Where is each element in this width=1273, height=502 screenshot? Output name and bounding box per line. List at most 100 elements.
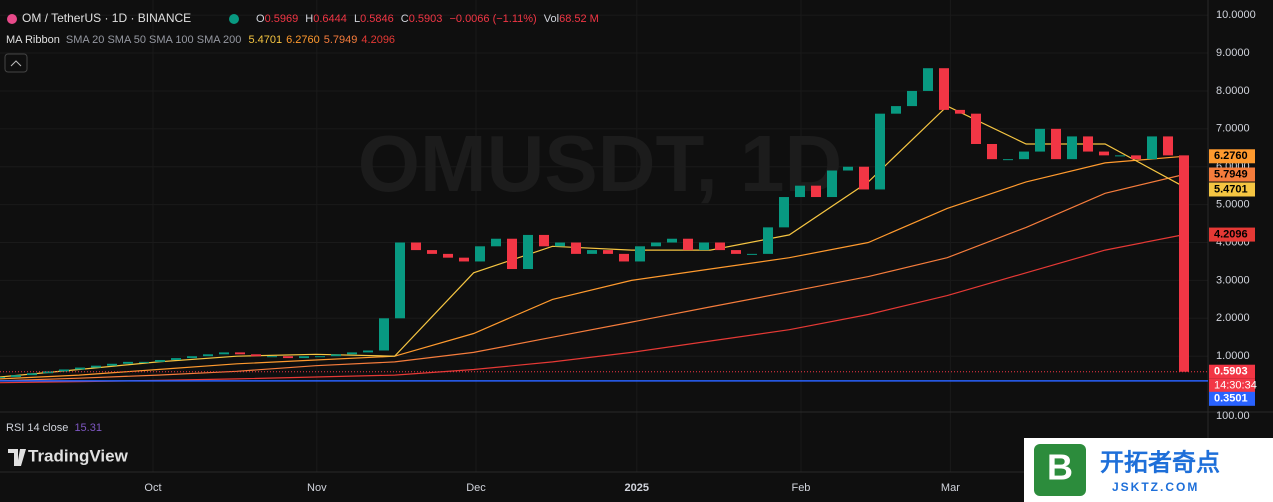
candle <box>43 371 53 374</box>
candle <box>267 356 277 358</box>
candle <box>75 367 85 370</box>
ma-line <box>0 234 1185 384</box>
vol-label: Vol <box>544 13 559 25</box>
h-label: H <box>305 13 313 25</box>
candle <box>571 242 581 254</box>
ma-legend-value: 6.2760 <box>286 34 320 46</box>
candle <box>667 238 677 243</box>
ma-line <box>0 155 1185 380</box>
candle <box>0 377 5 379</box>
ma-value-label-bg <box>1209 182 1255 197</box>
symbol-icon <box>7 14 17 24</box>
brand: TradingView <box>28 446 129 465</box>
candle <box>395 242 405 319</box>
candle <box>219 352 229 355</box>
ma-title[interactable]: MA Ribbon <box>6 34 60 46</box>
candle <box>875 113 885 190</box>
candle <box>507 238 517 270</box>
l-label: L <box>354 13 360 25</box>
y-tick-label: 5.0000 <box>1216 199 1250 211</box>
candle <box>363 350 373 353</box>
site-logo <box>1034 444 1086 496</box>
x-tick-label: 2025 <box>625 482 649 494</box>
candle <box>859 166 869 190</box>
candle <box>747 253 757 255</box>
ma-legend: MA Ribbon SMA 20 SMA 50 SMA 100 SMA 200 … <box>6 34 395 46</box>
candle <box>795 185 805 198</box>
change: −0.0066 (−1.11%) <box>449 13 536 25</box>
candle <box>763 227 773 254</box>
x-tick-label: Nov <box>307 482 327 494</box>
candle <box>1051 128 1061 160</box>
candle <box>619 253 629 262</box>
candle <box>443 253 453 258</box>
countdown: 14:30:34 <box>1214 380 1257 392</box>
countdown-bg <box>1209 378 1255 393</box>
candle <box>1163 136 1173 156</box>
candle <box>251 354 261 357</box>
ma-value-label: 5.4701 <box>1214 183 1248 195</box>
candle <box>1115 155 1125 157</box>
watermark: OMUSDT, 1D <box>358 119 843 208</box>
h-value: 0.6444 <box>313 13 347 25</box>
candle <box>331 354 341 357</box>
candle <box>459 257 469 262</box>
candle <box>699 242 709 251</box>
y-tick-label: 3.0000 <box>1216 274 1250 286</box>
candle <box>987 143 997 160</box>
candle <box>587 250 597 254</box>
l-value: 0.5846 <box>360 13 394 25</box>
ma-value-label: 4.2096 <box>1214 228 1248 240</box>
ma-value-label: 6.2760 <box>1214 150 1248 162</box>
candle <box>427 250 437 254</box>
candle <box>923 68 933 91</box>
candle <box>1035 128 1045 152</box>
candle <box>731 250 741 254</box>
o-value: 0.5969 <box>265 13 299 25</box>
ma-line <box>0 173 1185 382</box>
ma-value-label-bg <box>1209 149 1255 164</box>
candle <box>1067 136 1077 160</box>
candle <box>827 170 837 198</box>
site-logo-letter: B <box>1047 447 1073 488</box>
candle <box>27 373 37 376</box>
candle <box>1003 159 1013 161</box>
y-tick-label: 1.0000 <box>1216 350 1250 362</box>
last-price-label-bg <box>1209 364 1255 379</box>
y-tick-label: 9.0000 <box>1216 47 1250 59</box>
hline-label-bg <box>1209 391 1255 406</box>
y-tick-label: 8.0000 <box>1216 85 1250 97</box>
last-price-label: 0.5903 <box>1214 366 1248 378</box>
y-tick-label: 10.0000 <box>1216 9 1256 21</box>
x-tick-label: Dec <box>466 482 486 494</box>
c-value: 0.5903 <box>409 13 443 25</box>
candle <box>171 358 181 360</box>
hline-label: 0.3501 <box>1214 393 1248 405</box>
candle <box>891 106 901 114</box>
candle <box>1179 155 1189 372</box>
candle <box>715 242 725 251</box>
candle <box>379 318 389 351</box>
candle <box>299 356 309 359</box>
candle <box>635 246 645 262</box>
rsi-axis-label: 100.00 <box>1216 410 1250 422</box>
ma-legend-value: 5.4701 <box>248 34 282 46</box>
candle <box>91 365 101 368</box>
candle <box>491 238 501 247</box>
y-tick-label: 7.0000 <box>1216 123 1250 135</box>
c-label: C <box>401 13 409 25</box>
candle <box>155 359 165 362</box>
candle <box>523 234 533 270</box>
x-tick-label: Feb <box>791 482 810 494</box>
candle <box>123 361 133 364</box>
y-tick-label: 2.0000 <box>1216 312 1250 324</box>
collapse-button[interactable] <box>4 53 28 73</box>
symbol-title[interactable]: OM / TetherUS · 1D · BINANCE <box>22 11 191 25</box>
candle <box>1083 136 1093 152</box>
rsi-value: 15.31 <box>74 422 102 434</box>
candle <box>315 356 325 358</box>
candle <box>555 242 565 247</box>
brand-logo <box>8 449 26 466</box>
ma-value-label-bg <box>1209 167 1255 182</box>
